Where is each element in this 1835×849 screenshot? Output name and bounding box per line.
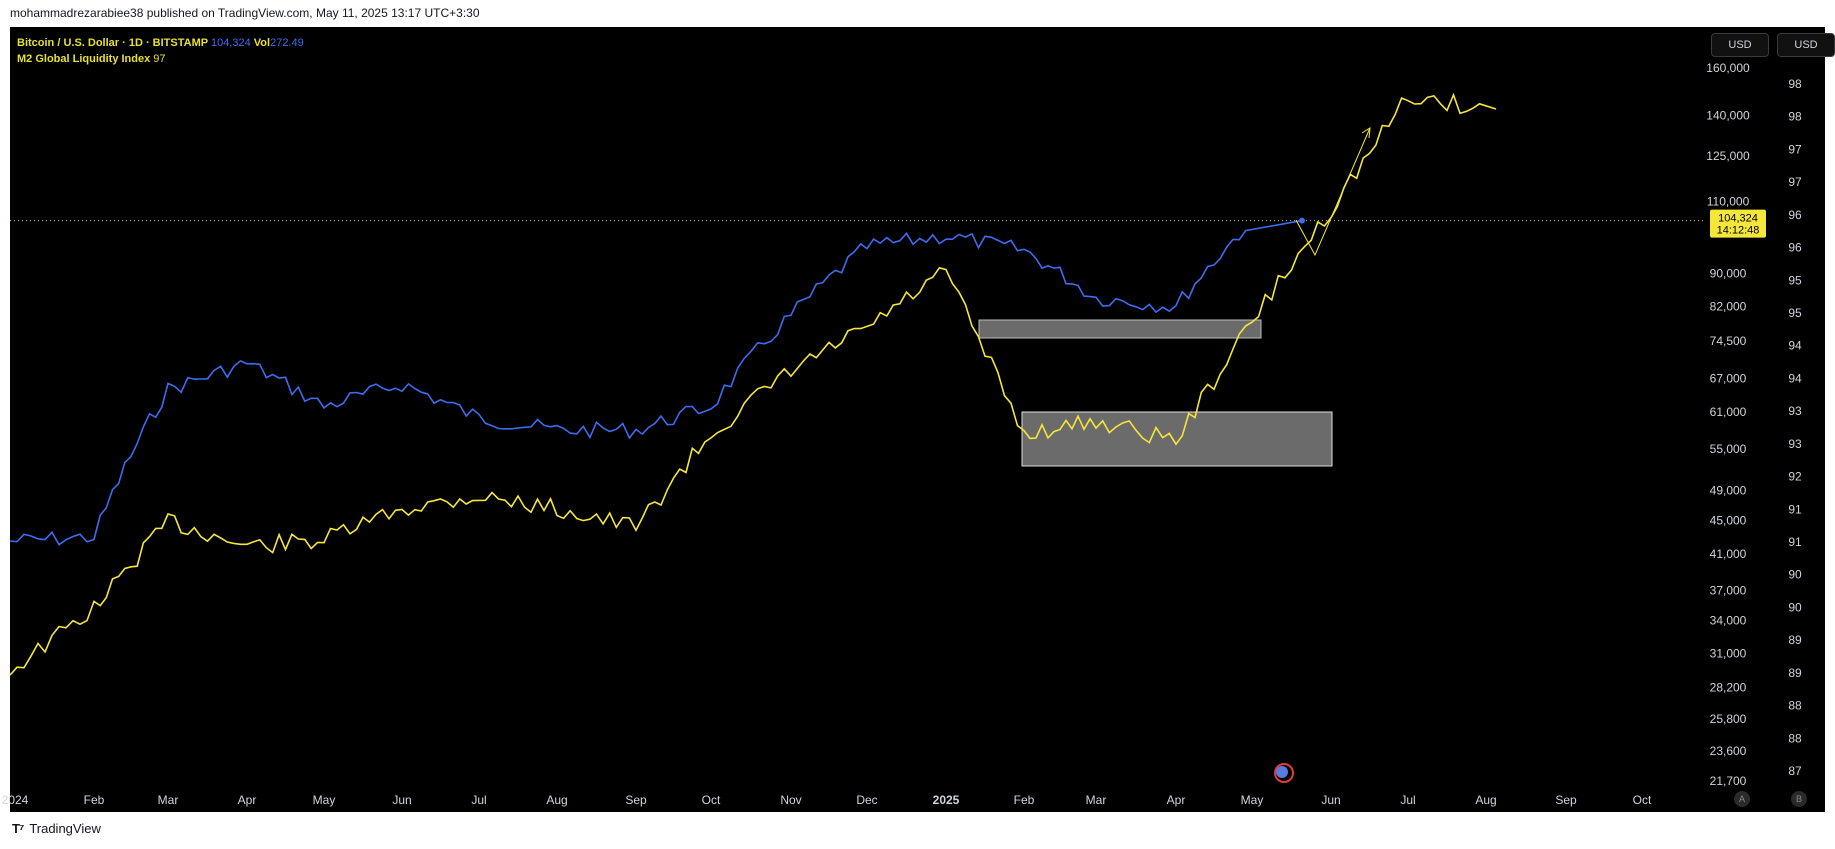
m2-tick-label: 90 bbox=[1788, 600, 1802, 614]
m2-tick-label: 94 bbox=[1788, 371, 1802, 385]
currency-button-right[interactable]: USD bbox=[1777, 33, 1835, 57]
x-tick-label: Jul bbox=[471, 793, 486, 807]
chart-area[interactable] bbox=[10, 27, 1825, 812]
price-tick-label: 34,000 bbox=[1710, 614, 1747, 628]
price-tick-label: 61,000 bbox=[1710, 405, 1747, 419]
m2-tick-label: 95 bbox=[1788, 306, 1802, 320]
highlight-box-upper bbox=[978, 319, 1262, 339]
b-scale-button[interactable]: B bbox=[1791, 791, 1807, 807]
price-tick-label: 110,000 bbox=[1707, 195, 1750, 209]
x-tick-label: May bbox=[1241, 793, 1264, 807]
m2-tick-label: 90 bbox=[1788, 568, 1802, 582]
m2-tick-label: 97 bbox=[1788, 175, 1802, 189]
btc-series-line bbox=[9, 219, 1303, 546]
x-tick-label: Sep bbox=[625, 793, 647, 807]
event-flag-icon bbox=[1274, 763, 1294, 783]
m2-tick-label: 88 bbox=[1788, 731, 1802, 745]
x-tick-label: Feb bbox=[84, 793, 105, 807]
price-tick-label: 125,000 bbox=[1706, 149, 1750, 163]
x-tick-label: Oct bbox=[1633, 793, 1652, 807]
brand-name: TradingView bbox=[29, 821, 101, 836]
price-tick-label: 25,800 bbox=[1710, 712, 1747, 726]
tradingview-logo-icon: T⁷ bbox=[12, 821, 24, 836]
m2-tick-label: 91 bbox=[1788, 502, 1802, 516]
vol-value: 272.49 bbox=[270, 37, 304, 49]
x-tick-label: May bbox=[313, 793, 336, 807]
price-tick-label: 55,000 bbox=[1710, 442, 1747, 456]
symbol-label[interactable]: Bitcoin / U.S. Dollar · 1D · BITSTAMP bbox=[17, 37, 208, 49]
m2-tick-label: 88 bbox=[1788, 699, 1802, 713]
m2-tick-label: 96 bbox=[1788, 241, 1802, 255]
m2-tick-label: 92 bbox=[1788, 470, 1802, 484]
x-tick-label: Aug bbox=[1475, 793, 1496, 807]
x-tick-label: Dec bbox=[856, 793, 877, 807]
price-tick-label: 23,600 bbox=[1710, 744, 1747, 758]
price-tick-label: 67,000 bbox=[1710, 372, 1747, 386]
btc-last-point bbox=[1299, 217, 1305, 224]
price-tick-label: 41,000 bbox=[1710, 547, 1747, 561]
price-tick-label: 31,000 bbox=[1710, 647, 1747, 661]
footer-brand[interactable]: T⁷ TradingView bbox=[12, 821, 101, 836]
price-tick-label: 74,500 bbox=[1710, 334, 1747, 348]
x-tick-label: Jun bbox=[1321, 793, 1340, 807]
x-tick-label: Mar bbox=[1086, 793, 1107, 807]
x-tick-label: Apr bbox=[238, 793, 257, 807]
m2-tick-label: 91 bbox=[1788, 535, 1802, 549]
x-tick-label: 2024 bbox=[2, 793, 29, 807]
x-tick-label: Jul bbox=[1400, 793, 1415, 807]
price-tick-label: 21,700 bbox=[1710, 774, 1747, 788]
m2-value: 97 bbox=[153, 53, 166, 65]
m2-tick-label: 98 bbox=[1788, 77, 1802, 91]
m2-tick-label: 95 bbox=[1788, 273, 1802, 287]
m2-tick-label: 98 bbox=[1788, 110, 1802, 124]
m2-tick-label: 97 bbox=[1788, 142, 1802, 156]
publisher-line: mohammadrezarabiee38 published on Tradin… bbox=[10, 6, 480, 20]
price-tick-label: 45,000 bbox=[1710, 514, 1747, 528]
vol-label: Vol bbox=[253, 37, 271, 49]
current-price-tag bbox=[1710, 209, 1766, 238]
event-flag-inner-icon bbox=[1276, 766, 1288, 778]
x-tick-label: Nov bbox=[780, 793, 801, 807]
bar-countdown: 14:12:48 bbox=[1717, 225, 1760, 237]
highlight-box-lower bbox=[1021, 411, 1333, 467]
x-tick-label: Aug bbox=[546, 793, 567, 807]
m2-tick-label: 93 bbox=[1788, 437, 1802, 451]
price-tick-label: 82,000 bbox=[1710, 300, 1747, 314]
m2-tick-label: 93 bbox=[1788, 404, 1802, 418]
symbol-price: 104,324 bbox=[210, 37, 251, 49]
x-tick-label: Apr bbox=[1167, 793, 1186, 807]
price-tick-label: 49,000 bbox=[1710, 483, 1747, 497]
price-tick-label: 37,000 bbox=[1710, 584, 1747, 598]
chart-legend: Bitcoin / U.S. Dollar · 1D · BITSTAMP 10… bbox=[17, 35, 304, 67]
price-tick-label: 90,000 bbox=[1710, 266, 1747, 280]
projection-arrow bbox=[1295, 127, 1371, 257]
m2-tick-label: 89 bbox=[1788, 666, 1802, 680]
m2-tick-label: 96 bbox=[1788, 208, 1802, 222]
m2-label[interactable]: M2 Global Liquidity Index bbox=[17, 53, 151, 65]
x-tick-label: Sep bbox=[1555, 793, 1577, 807]
price-tick-label: 28,200 bbox=[1710, 680, 1747, 694]
x-tick-label: Feb bbox=[1014, 793, 1035, 807]
projection-arrow-head bbox=[1361, 127, 1371, 139]
m2-tick-label: 87 bbox=[1788, 764, 1802, 778]
current-price-tag-value: 104,324 bbox=[1718, 213, 1758, 225]
auto-scale-button[interactable]: A bbox=[1734, 791, 1750, 807]
m2-series-line bbox=[9, 92, 1497, 676]
m2-tick-label: 89 bbox=[1788, 633, 1802, 647]
price-tick-label: 160,000 bbox=[1706, 61, 1750, 75]
x-tick-label: Jun bbox=[392, 793, 411, 807]
x-tick-label: Oct bbox=[702, 793, 721, 807]
x-tick-label: 2025 bbox=[933, 793, 960, 807]
price-tick-label: 140,000 bbox=[1706, 109, 1750, 123]
m2-tick-label: 94 bbox=[1788, 339, 1802, 353]
x-tick-label: Mar bbox=[158, 793, 179, 807]
currency-button-left[interactable]: USD bbox=[1711, 33, 1769, 57]
